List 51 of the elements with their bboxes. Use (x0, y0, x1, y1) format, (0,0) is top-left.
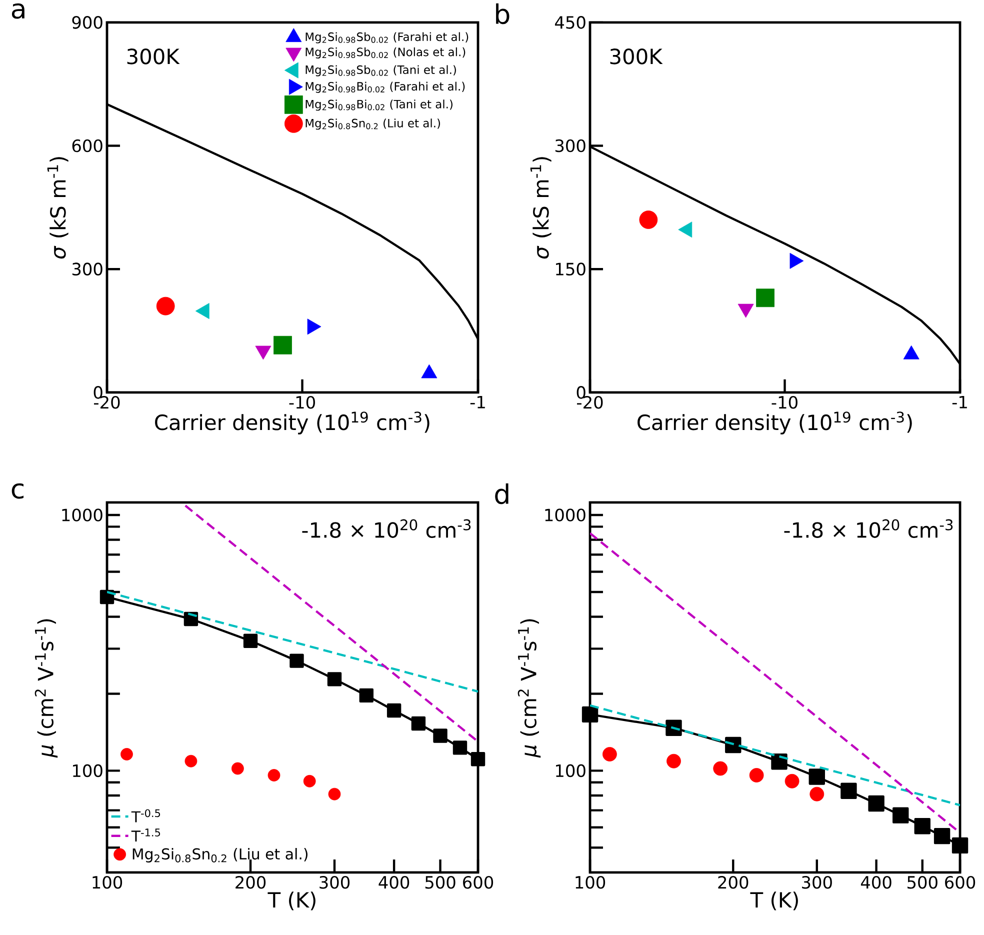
y-tick-label: 300 (72, 262, 102, 276)
x-tick-label: 300 (802, 876, 832, 889)
chart-title: a (12, 3, 24, 19)
legend-label: Mg$_{2}$Si$_{0.98}$Bi$_{0.02}$ (Tani et al.) (306, 99, 452, 110)
legend-label: Mg$_{2}$Si$_{0.8}$Sn$_{0.2}$ (Liu et al.) (132, 848, 308, 862)
legend-label: Mg$_{2}$Si$_{0.98}$Sb$_{0.02}$ (Farahi et al.) (306, 32, 468, 44)
x-tick-label: 400 (378, 876, 410, 889)
x-axis-title: T (K) (750, 891, 798, 910)
x-axis-title: T (K) (268, 891, 316, 910)
y-axis-title: μ (cm$^{2}$ V$^{-1}$s$^{-1}$) (34, 618, 58, 758)
y-tick-label: 450 (554, 16, 586, 29)
annotation: 300K (127, 48, 180, 64)
legend-label: T$^{-0.5}$ (131, 809, 160, 822)
x-tick-label: 600 (463, 876, 494, 889)
x-tick-label: 200 (718, 876, 748, 889)
legend-label: Mg$_{2}$Si$_{0.98}$Sb$_{0.02}$ (Tani et al.) (306, 64, 456, 76)
x-tick-label: 500 (425, 876, 456, 889)
y-tick-label: 900 (72, 16, 102, 29)
x-tick-label: 200 (236, 876, 266, 889)
x-axis-title: Carrier density (10$^{19}$ cm$^{-3}$) (155, 411, 430, 434)
legend-label: Mg$_{2}$Si$_{0.98}$Sb$_{0.02}$ (Nolas et al.) (306, 47, 466, 58)
annotation: -1.8 × 10$^{20}$ cm$^{-3}$ (302, 519, 471, 538)
y-tick-label: 300 (555, 139, 586, 152)
chart-title: b (496, 3, 510, 24)
y-tick-label: 1000 (62, 508, 102, 522)
y-tick-label: 100 (556, 764, 586, 777)
x-tick-label: 300 (320, 876, 350, 889)
y-tick-label: 1000 (545, 508, 586, 522)
legend-label: Mg$_{2}$Si$_{0.8}$Sn$_{0.2}$ (Liu et al.) (306, 118, 440, 130)
x-axis-title: Carrier density (10$^{19}$ cm$^{-3}$) (638, 411, 912, 434)
x-tick-label: -10 (772, 396, 798, 409)
x-tick-label: -1 (952, 396, 967, 408)
legend-label: T$^{-1.5}$ (131, 828, 160, 842)
chart-title: d (495, 483, 508, 504)
y-tick-label: 100 (73, 764, 102, 777)
chart-title: c (12, 483, 24, 499)
legend-label: Mg$_{2}$Si$_{0.98}$Bi$_{0.02}$ (Farahi et al.) (306, 82, 465, 93)
y-axis-title: σ (kS m$^{-1}$) (530, 156, 552, 258)
x-tick-label: 100 (92, 876, 122, 889)
y-axis-title: σ (kS m$^{-1}$) (47, 156, 68, 258)
annotation: -1.8 × 10$^{20}$ cm$^{-3}$ (784, 519, 953, 538)
y-axis-title: μ (cm$^{2}$ V$^{-1}$s$^{-1}$) (518, 618, 541, 758)
x-tick-label: 100 (576, 876, 606, 889)
x-tick-label: 600 (945, 876, 976, 889)
y-tick-label: 150 (556, 262, 586, 276)
x-tick-label: 400 (860, 876, 892, 889)
x-tick-label: -10 (289, 396, 315, 409)
x-tick-label: 500 (908, 876, 938, 889)
y-tick-label: 600 (72, 139, 102, 152)
x-tick-label: -1 (470, 396, 485, 408)
annotation: 300K (610, 48, 663, 64)
